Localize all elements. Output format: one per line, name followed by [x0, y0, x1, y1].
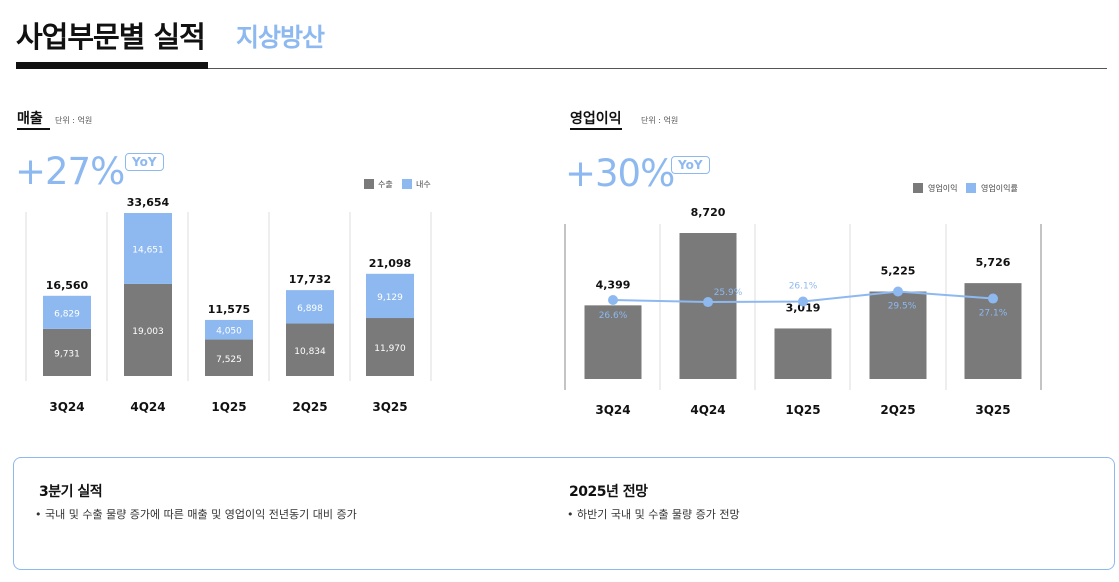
sales-bar-domestic	[366, 273, 414, 319]
op-yoy-badge: YoY	[671, 156, 710, 174]
sales-bar-domestic	[205, 319, 253, 340]
op-value-label: 5,225	[881, 265, 916, 278]
summary-left-bullet: • 국내 및 수출 물량 증가에 따른 매출 및 영업이익 전년동기 대비 증가	[35, 508, 357, 521]
sales-category-label: 3Q25	[372, 400, 407, 414]
sales-domestic-label: 6,829	[54, 309, 80, 319]
sales-bar-domestic	[124, 213, 172, 284]
sales-domestic-label: 14,651	[132, 245, 164, 255]
op-value-label: 8,720	[691, 206, 726, 219]
page-title: 사업부문별 실적	[16, 20, 206, 54]
op-category-label: 2Q25	[880, 403, 915, 417]
sales-export-label: 10,834	[294, 347, 326, 357]
header-accent-bar	[16, 62, 208, 69]
sales-bar-export	[43, 328, 91, 376]
op-legend-margin-label: 영업이익률	[981, 183, 1018, 193]
sales-bar-export	[124, 283, 172, 376]
sales-legend-export-label: 수출	[378, 179, 393, 189]
summary-box	[13, 457, 1115, 570]
sales-export-label: 7,525	[216, 355, 242, 365]
sales-category-label: 1Q25	[211, 400, 246, 414]
sales-export-label: 9,731	[54, 349, 80, 359]
sales-chart: 9,731 6,829 16,560 3Q24 19,003 14,651 33,654 4Q…	[25, 179, 432, 414]
op-title-underline	[570, 128, 622, 130]
sales-total-label: 17,732	[289, 273, 331, 286]
op-value-label: 3,019	[786, 301, 821, 314]
op-category-label: 3Q25	[975, 403, 1010, 417]
sales-total-label: 21,098	[369, 257, 411, 270]
op-panel-title: 영업이익	[570, 111, 622, 127]
header-divider	[16, 68, 1107, 69]
op-margin-point	[608, 295, 618, 305]
sales-bar-export	[366, 318, 414, 376]
op-margin-point	[798, 296, 808, 307]
op-value-label: 4,399	[596, 278, 631, 291]
op-unit-label: 단위 : 억원	[641, 116, 679, 125]
page-subtitle: 지상방산	[236, 23, 325, 52]
summary-right-heading: 2025년 전망	[569, 484, 648, 500]
sales-domestic-label: 6,898	[297, 304, 323, 314]
summary-left-heading: 3분기 실적	[39, 484, 103, 500]
sales-legend-domestic-label: 내수	[416, 180, 431, 189]
summary-right-bullet: • 하반기 국내 및 수출 물량 증가 전망	[567, 508, 740, 521]
sales-domestic-label: 4,050	[216, 327, 242, 337]
op-margin-label: 29.5%	[888, 302, 917, 312]
sales-yoy-badge: YoY	[125, 153, 164, 171]
sales-category-label: 4Q24	[130, 400, 165, 414]
op-margin-point	[893, 286, 903, 297]
sales-domestic-label: 9,129	[377, 293, 403, 303]
op-value-label: 5,726	[976, 256, 1011, 269]
sales-export-label: 19,003	[132, 327, 164, 337]
op-margin-label: 27.1%	[979, 309, 1008, 319]
sales-bar-domestic	[43, 295, 91, 329]
op-margin-point	[703, 297, 713, 308]
sales-bar-export	[205, 339, 253, 376]
op-growth-percent: +30%	[565, 152, 675, 195]
sales-growth-percent: +27%	[15, 150, 125, 193]
sales-export-label: 11,970	[374, 344, 406, 354]
op-margin-label: 25.9%	[714, 288, 743, 298]
sales-total-label: 33,654	[127, 196, 170, 209]
sales-legend-domestic-swatch	[402, 179, 412, 189]
sales-category-label: 2Q25	[292, 400, 327, 414]
op-legend-profit-swatch	[913, 183, 923, 193]
op-legend-profit-label: 영업이익	[928, 183, 957, 193]
op-bar	[774, 328, 832, 379]
sales-bar-export	[286, 323, 334, 376]
sales-panel-title: 매출	[17, 111, 43, 127]
op-margin-point	[988, 293, 998, 304]
op-margin-label: 26.1%	[789, 281, 818, 291]
op-margin-label: 26.6%	[599, 311, 628, 321]
op-category-label: 1Q25	[785, 403, 820, 417]
sales-category-label: 3Q24	[49, 400, 84, 414]
op-legend-margin-swatch	[966, 183, 976, 193]
op-category-label: 3Q24	[595, 403, 630, 417]
sales-legend-export-swatch	[364, 179, 374, 189]
op-bar	[869, 291, 927, 379]
op-category-label: 4Q24	[690, 403, 725, 417]
op-chart: 4,399 3Q24 8,720 4Q24 3,019 1Q25 5,225 2Q25 5,72…	[564, 183, 1042, 417]
sales-title-underline	[17, 128, 50, 130]
sales-unit-label: 단위 : 억원	[55, 116, 93, 125]
sales-total-label: 16,560	[46, 279, 89, 292]
sales-total-label: 11,575	[208, 303, 250, 316]
sales-bar-domestic	[286, 290, 334, 324]
op-bar	[584, 305, 642, 379]
